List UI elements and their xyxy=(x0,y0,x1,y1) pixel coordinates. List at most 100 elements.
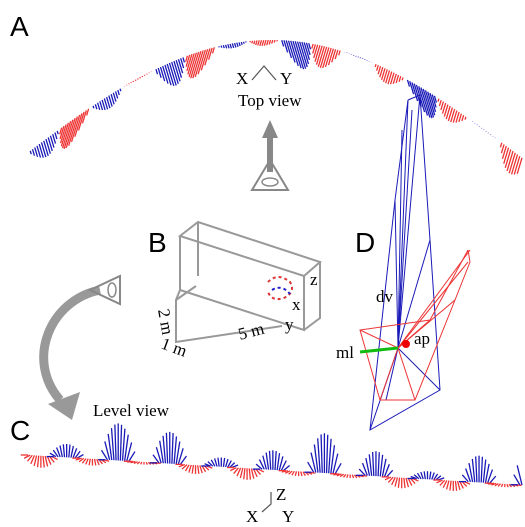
ribbon-spoke xyxy=(514,156,520,174)
ribbon-spoke xyxy=(380,455,382,477)
axis-label: y xyxy=(285,315,294,334)
ribbon-spoke xyxy=(163,66,168,84)
axis-label: ml xyxy=(336,343,354,362)
panel-label: C xyxy=(10,415,30,446)
ribbon-spoke xyxy=(335,463,341,473)
ribbon-spoke xyxy=(113,93,116,102)
ribbon-spoke xyxy=(455,481,456,491)
ap-marker xyxy=(402,340,410,348)
ribbon-spoke xyxy=(172,433,173,464)
ribbon-spoke xyxy=(483,460,485,483)
ribbon-spoke xyxy=(55,133,57,140)
ribbon-spoke xyxy=(501,484,502,487)
ribbon-spoke xyxy=(86,459,88,465)
ribbon-spoke xyxy=(375,64,376,67)
ribbon-spoke xyxy=(321,434,322,472)
ribbon-spoke xyxy=(146,462,147,464)
ribbon-spoke xyxy=(507,484,508,487)
ribbon-spoke xyxy=(404,478,405,488)
ribbon-spoke xyxy=(60,446,62,458)
axis-glyph xyxy=(262,492,271,512)
ribbon-spoke xyxy=(226,459,228,467)
ribbon-spoke xyxy=(378,452,379,476)
ribbon-spoke xyxy=(221,46,222,48)
ribbon-spoke xyxy=(329,439,331,473)
ribbon-spoke xyxy=(95,459,96,465)
ribbon-spoke xyxy=(43,456,44,468)
ribbon-spoke xyxy=(223,458,224,467)
ribbon-spoke xyxy=(174,436,176,463)
ribbon-spoke xyxy=(270,451,271,470)
ribbon-spoke xyxy=(186,56,188,62)
ribbon-spoke xyxy=(123,429,125,461)
ribbon-spoke xyxy=(481,457,482,483)
ribbon-spoke xyxy=(198,465,199,473)
ribbon-spoke xyxy=(439,100,441,106)
ribbon-spoke xyxy=(254,41,255,45)
ribbon-spoke xyxy=(500,143,501,148)
ribbon-spoke xyxy=(266,453,268,470)
ribbon-spoke xyxy=(377,65,379,71)
ribbon-spoke xyxy=(100,101,103,110)
arrowhead xyxy=(262,120,278,138)
ribbon-spoke xyxy=(462,475,468,482)
ribbon-spoke xyxy=(89,459,90,465)
blue-vector xyxy=(395,200,398,348)
ribbon-spoke xyxy=(256,40,257,44)
ribbon-spoke xyxy=(63,444,64,457)
ribbon-spoke xyxy=(347,474,348,477)
ribbon-spoke xyxy=(38,456,39,468)
ribbon-spoke xyxy=(240,468,242,478)
ribbon-spoke xyxy=(267,40,269,45)
ribbon-spoke xyxy=(166,433,167,464)
view-label: Top view xyxy=(238,91,302,110)
vector-plot xyxy=(360,95,470,430)
ribbon-spoke xyxy=(262,40,264,46)
panel-label: D xyxy=(355,227,375,258)
ribbon-spoke xyxy=(183,57,184,62)
ribbon-spoke xyxy=(301,472,302,476)
ribbon-spoke xyxy=(308,462,314,472)
ribbon-spoke xyxy=(297,42,305,69)
ribbon-spoke xyxy=(232,43,233,48)
ribbon-spoke xyxy=(295,471,296,475)
ribbon-spoke xyxy=(359,469,365,475)
ribbon-spoke xyxy=(241,42,242,45)
ribbon-spoke xyxy=(352,475,353,478)
blue-vector xyxy=(386,348,398,400)
ribbon-spoke xyxy=(72,115,80,142)
ribbon-spoke xyxy=(235,43,236,47)
ribbon-spoke xyxy=(318,438,320,472)
ribbon-spoke xyxy=(258,40,260,45)
ribbon-spoke xyxy=(424,471,425,479)
ribbon-spoke xyxy=(260,40,262,46)
ribbon-spoke xyxy=(53,134,56,143)
ribbon-spoke xyxy=(213,47,215,53)
track xyxy=(272,288,290,294)
ribbon-spoke xyxy=(87,109,89,116)
ribbon-spoke xyxy=(228,44,229,48)
red-vector xyxy=(380,348,398,400)
ribbon-spoke xyxy=(45,456,47,466)
ribbon-spoke xyxy=(472,459,474,482)
ribbon-spoke xyxy=(226,45,227,49)
ribbon-spoke xyxy=(441,102,444,110)
ribbon-spoke xyxy=(120,425,121,461)
ribbon-spoke xyxy=(244,42,245,44)
ribbon-spoke xyxy=(399,76,401,82)
ribbon-spoke xyxy=(395,477,397,486)
ribbon-spoke xyxy=(156,69,157,74)
ribbon-spoke xyxy=(230,44,231,48)
ribbon-spoke xyxy=(432,473,434,480)
ribbon-spoke xyxy=(252,41,253,43)
ribbon-spoke xyxy=(407,80,409,87)
ribbon-spoke xyxy=(218,458,219,467)
ribbon-spoke xyxy=(312,44,313,49)
ribbon-spoke xyxy=(101,450,107,460)
ribbon-spoke xyxy=(328,49,333,65)
ribbon-spoke xyxy=(264,40,266,46)
ribbon-spoke xyxy=(275,451,276,470)
ribbon-spoke xyxy=(120,89,121,91)
ribbon-spoke xyxy=(430,472,431,480)
axis-label: X xyxy=(236,69,248,88)
